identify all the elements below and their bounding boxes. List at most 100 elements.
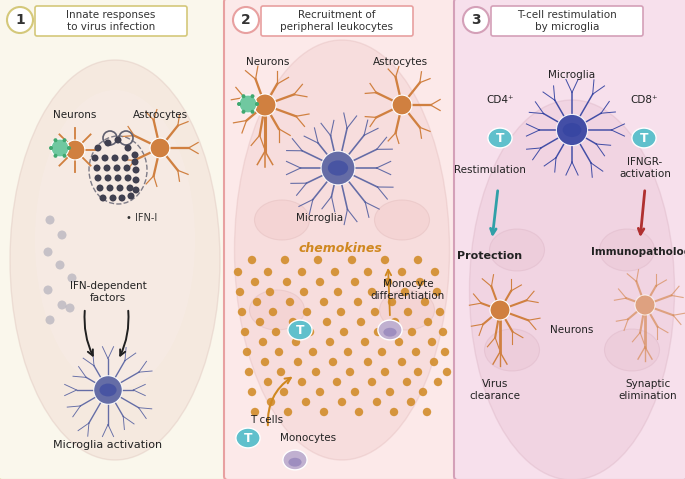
Ellipse shape [262,100,422,440]
Circle shape [125,145,132,151]
Circle shape [353,298,362,306]
Circle shape [398,358,406,366]
Text: Neurons: Neurons [247,57,290,67]
Circle shape [127,193,134,199]
Circle shape [242,348,251,356]
Circle shape [286,298,294,306]
Circle shape [95,174,101,182]
Circle shape [259,338,267,346]
Circle shape [403,378,411,386]
Circle shape [407,398,415,406]
Circle shape [58,230,66,240]
Circle shape [55,261,64,270]
Text: Immunopathology: Immunopathology [592,247,685,257]
Text: Synaptic
elimination: Synaptic elimination [619,379,677,401]
Circle shape [423,408,431,416]
Circle shape [326,338,334,346]
Ellipse shape [249,290,305,330]
Circle shape [403,308,412,316]
Text: Microglia: Microglia [297,213,344,223]
Circle shape [414,256,422,264]
Ellipse shape [288,320,312,340]
Circle shape [44,285,53,295]
Circle shape [114,164,121,171]
Text: Astrocytes: Astrocytes [373,57,427,67]
Circle shape [105,174,112,182]
Circle shape [490,300,510,320]
Circle shape [329,358,337,366]
Circle shape [253,298,261,306]
Circle shape [242,94,245,98]
Circle shape [431,268,439,276]
Circle shape [373,398,381,406]
Text: 1: 1 [15,13,25,27]
Text: Microglia activation: Microglia activation [53,440,162,450]
Circle shape [97,184,103,192]
Circle shape [320,298,328,306]
Circle shape [384,278,393,286]
Ellipse shape [562,123,582,137]
Circle shape [92,155,99,161]
Circle shape [51,139,69,157]
Circle shape [346,368,354,376]
Text: T: T [296,323,304,337]
Text: Virus
clearance: Virus clearance [469,379,521,401]
Text: T-cell restimulation
by microglia: T-cell restimulation by microglia [517,10,617,32]
Circle shape [371,308,379,316]
Circle shape [395,338,403,346]
Circle shape [281,256,289,264]
Circle shape [49,146,53,150]
Text: T: T [244,432,252,445]
Text: Neurons: Neurons [550,325,594,335]
Circle shape [93,164,101,171]
Circle shape [314,256,322,264]
Circle shape [65,140,85,160]
Text: IFN-dependent
factors: IFN-dependent factors [70,281,147,303]
Circle shape [635,295,655,315]
Circle shape [392,95,412,115]
Circle shape [123,164,131,171]
Circle shape [233,7,259,33]
Circle shape [275,348,283,356]
Ellipse shape [10,60,220,460]
Circle shape [264,268,272,276]
Text: • IFN-I: • IFN-I [126,213,158,223]
Text: 2: 2 [241,13,251,27]
Circle shape [254,94,276,116]
Circle shape [294,358,302,366]
Circle shape [443,368,451,376]
FancyBboxPatch shape [0,0,230,479]
Circle shape [355,408,363,416]
Circle shape [132,151,138,159]
Ellipse shape [375,200,429,240]
Ellipse shape [255,200,310,240]
Circle shape [334,288,342,296]
Circle shape [283,278,291,286]
Circle shape [251,408,259,416]
Text: Microglia: Microglia [549,70,595,80]
Ellipse shape [488,128,512,148]
Circle shape [237,102,241,106]
Circle shape [272,328,280,336]
Circle shape [53,138,58,142]
Circle shape [58,300,66,309]
Circle shape [316,388,324,396]
Circle shape [348,256,356,264]
Circle shape [62,138,66,142]
Circle shape [234,268,242,276]
Circle shape [364,268,372,276]
Circle shape [68,274,77,283]
Circle shape [323,318,332,326]
Text: Monocytes: Monocytes [280,433,336,443]
Circle shape [44,248,53,256]
Circle shape [95,145,101,151]
Circle shape [251,110,255,114]
FancyBboxPatch shape [35,6,187,36]
Circle shape [351,388,359,396]
Ellipse shape [384,328,397,337]
Circle shape [116,184,123,192]
Text: Restimulation: Restimulation [454,165,526,175]
Circle shape [436,308,444,316]
Circle shape [277,368,285,376]
Circle shape [110,194,116,202]
